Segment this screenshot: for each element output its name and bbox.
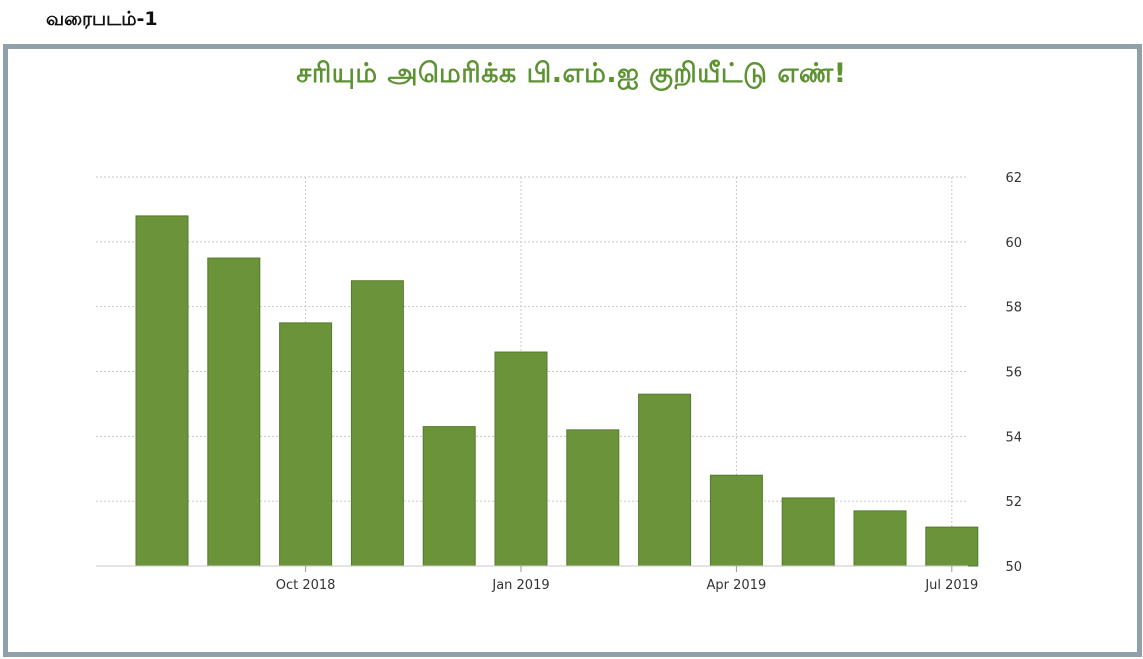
x-tick-label: Jul 2019 bbox=[924, 578, 978, 593]
bar bbox=[135, 215, 189, 567]
bar bbox=[494, 351, 548, 567]
bar bbox=[207, 257, 261, 567]
y-tick-label: 58 bbox=[1005, 301, 1022, 316]
y-tick-label: 60 bbox=[1005, 236, 1022, 251]
x-tick-label: Apr 2019 bbox=[707, 578, 767, 593]
x-tick-label: Jan 2019 bbox=[491, 578, 549, 593]
y-tick-label: 50 bbox=[1005, 560, 1022, 575]
bar bbox=[781, 497, 835, 567]
figure-caption: வரைபடம்-1 bbox=[46, 8, 158, 30]
y-tick-label: 52 bbox=[1005, 495, 1022, 510]
chart-title: சரியும் அமெரிக்க பி.எம்.ஐ குறியீட்டு எண்… bbox=[296, 58, 847, 89]
x-tick-label: Oct 2018 bbox=[276, 578, 336, 593]
bar bbox=[853, 510, 907, 567]
bar bbox=[566, 429, 620, 567]
y-tick-label: 56 bbox=[1005, 366, 1022, 381]
bar bbox=[422, 426, 476, 567]
y-tick-label: 62 bbox=[1005, 171, 1022, 186]
y-tick-label: 54 bbox=[1005, 430, 1022, 445]
bar bbox=[350, 280, 404, 567]
bar bbox=[638, 393, 692, 567]
bar bbox=[279, 322, 333, 567]
bar bbox=[925, 526, 979, 567]
bar bbox=[709, 474, 763, 567]
